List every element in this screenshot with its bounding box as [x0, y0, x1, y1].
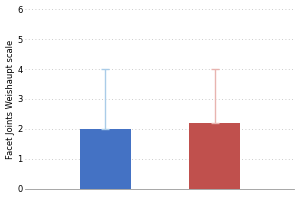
Bar: [189, 123, 240, 189]
Bar: [80, 129, 130, 189]
Y-axis label: Facet Joints Weishaupt scale: Facet Joints Weishaupt scale: [6, 39, 15, 159]
